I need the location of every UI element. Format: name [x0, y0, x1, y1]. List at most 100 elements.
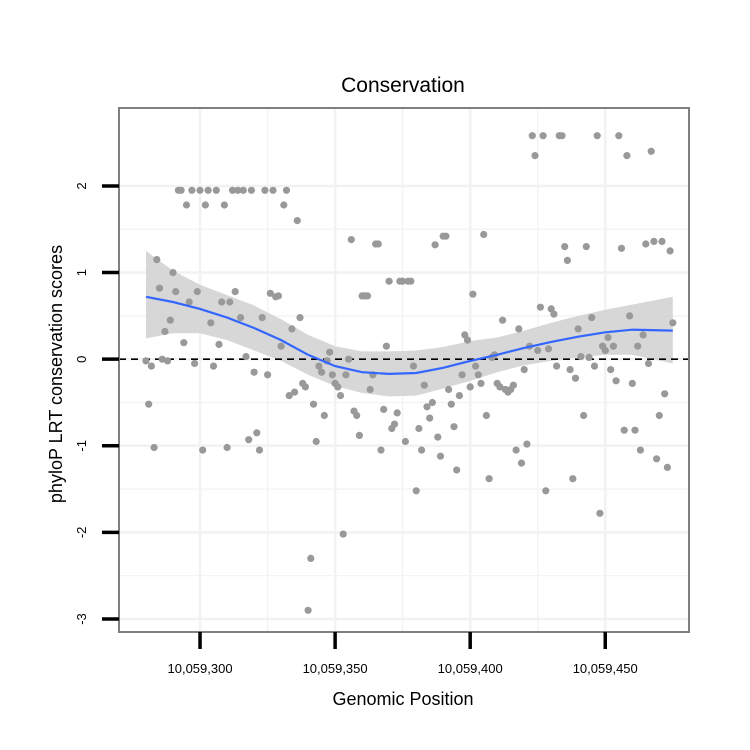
data-point: [623, 152, 631, 160]
data-point: [199, 446, 207, 454]
confidence-band: [146, 250, 673, 397]
data-point: [342, 371, 350, 379]
data-point: [207, 319, 215, 327]
data-point: [145, 400, 153, 408]
smooth-line: [145, 295, 673, 376]
data-point: [539, 132, 547, 140]
x-axis-label: Genomic Position: [332, 689, 473, 709]
data-point: [172, 288, 180, 296]
data-point: [636, 446, 645, 454]
data-point: [142, 357, 150, 365]
data-point: [604, 333, 612, 342]
data-point: [477, 379, 485, 387]
data-point: [453, 466, 461, 474]
data-point: [550, 310, 558, 318]
axis-layer: 10,059,300 10,059,350 10,059,400 10,059,450…: [74, 182, 638, 676]
data-point: [542, 487, 550, 495]
data-point: [588, 314, 596, 322]
data-point: [582, 243, 590, 251]
data-point: [531, 152, 539, 160]
y-tick-label: 1: [74, 269, 89, 276]
data-point: [315, 362, 323, 370]
data-point: [458, 371, 466, 379]
data-point: [596, 509, 604, 517]
data-point: [418, 446, 426, 454]
data-point: [626, 312, 634, 320]
data-point: [147, 362, 155, 370]
data-point: [182, 201, 191, 209]
data-point: [234, 186, 242, 194]
data-point: [296, 314, 304, 322]
data-point: [339, 530, 347, 538]
data-point: [485, 475, 493, 483]
data-point: [377, 446, 385, 454]
data-point: [366, 385, 374, 394]
data-point: [237, 314, 245, 322]
data-point: [312, 437, 320, 446]
data-point: [204, 186, 212, 194]
data-point: [255, 446, 264, 454]
data-point: [553, 362, 561, 370]
data-point: [455, 392, 463, 400]
grid-layer: [119, 108, 689, 632]
data-point: [326, 348, 334, 356]
data-point: [212, 186, 220, 194]
data-point: [634, 342, 642, 350]
data-point: [177, 186, 185, 194]
data-point: [399, 277, 407, 285]
data-point: [193, 288, 201, 296]
data-point: [472, 362, 480, 370]
data-point: [653, 455, 661, 463]
data-point: [307, 554, 315, 563]
data-point: [450, 423, 458, 431]
data-point: [571, 374, 580, 382]
data-point: [220, 201, 228, 209]
data-point: [631, 426, 639, 434]
data-point: [431, 241, 439, 249]
data-point: [185, 298, 193, 306]
data-point: [164, 357, 172, 365]
data-point: [577, 353, 585, 361]
data-point: [309, 400, 318, 408]
data-point: [401, 437, 409, 446]
confidence-band-layer: [146, 250, 673, 397]
data-point: [215, 340, 223, 348]
data-point: [580, 411, 588, 420]
data-point: [345, 355, 353, 363]
data-point: [566, 366, 574, 374]
data-point: [620, 426, 628, 434]
data-point: [247, 186, 255, 194]
data-point: [188, 186, 196, 194]
x-tick-label: 10,059,400: [438, 661, 503, 676]
data-point: [328, 371, 336, 379]
data-point: [593, 132, 601, 140]
data-point: [291, 388, 299, 396]
data-point: [301, 383, 309, 391]
data-point: [512, 446, 520, 454]
data-point: [423, 403, 431, 411]
data-point: [382, 342, 390, 350]
data-point: [639, 331, 647, 339]
data-point: [253, 429, 261, 437]
data-point: [266, 289, 274, 297]
data-point: [158, 355, 166, 363]
data-point: [304, 606, 312, 614]
data-point: [515, 325, 523, 333]
data-point: [563, 256, 572, 264]
y-tick-label: -3: [74, 613, 89, 625]
data-point: [412, 487, 420, 495]
data-point: [223, 443, 231, 452]
data-point: [574, 325, 582, 333]
data-point: [655, 411, 663, 420]
data-point: [445, 385, 453, 394]
x-tick-label: 10,059,300: [168, 661, 233, 676]
data-point: [544, 345, 553, 353]
data-point: [153, 256, 161, 264]
data-point: [250, 368, 258, 376]
data-point: [285, 392, 293, 400]
data-point: [261, 186, 269, 194]
data-point: [585, 353, 593, 361]
data-point: [434, 433, 442, 441]
data-point: [609, 342, 618, 350]
